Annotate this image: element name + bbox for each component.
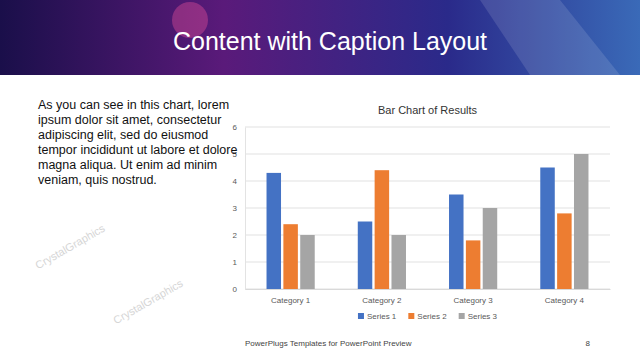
bar: [267, 173, 281, 289]
grid-line: [245, 208, 610, 209]
chart-title: Bar Chart of Results: [378, 104, 478, 116]
x-axis: Category 1 Category 2 Category 3 Category 4: [246, 289, 611, 305]
y-tick: 0: [233, 285, 245, 294]
bar-series: [283, 170, 571, 289]
legend-item: Series 1: [358, 312, 397, 321]
bar: [358, 222, 372, 290]
legend-swatch: [408, 313, 414, 319]
y-tick-label: 2: [233, 231, 238, 240]
x-tick-label: Category 3: [454, 296, 494, 305]
bar: [283, 224, 297, 289]
legend: Series 1 Series 2 Series 3: [358, 312, 498, 321]
legend-label: Series 1: [367, 312, 397, 321]
x-tick: Category 2: [362, 289, 402, 305]
bar: [483, 208, 497, 289]
y-tick-label: 0: [233, 285, 238, 294]
bar: [449, 195, 463, 290]
page-number: 8: [586, 339, 591, 348]
bar: [466, 240, 480, 289]
bar: [391, 235, 405, 289]
y-tick: 2: [233, 231, 245, 240]
y-tick-label: 1: [233, 258, 238, 267]
y-tick-label: 3: [233, 204, 238, 213]
grid-line: [245, 235, 610, 236]
bar-series: [267, 168, 555, 290]
bar: [300, 235, 314, 289]
y-tick: 1: [233, 258, 245, 267]
grid-line: [245, 262, 610, 263]
grid-line: [245, 181, 610, 182]
bars: [267, 154, 589, 289]
chart: Bar Chart of Results0123456Category 1Cat…: [233, 104, 611, 321]
grid: [245, 127, 610, 289]
y-tick: 6: [233, 123, 245, 132]
caption: As you can see in this chart, lorem ipsu…: [38, 98, 238, 188]
bar: [375, 170, 389, 289]
y-tick: 4: [233, 177, 245, 186]
bar: [574, 154, 588, 289]
header-shard: [480, 0, 620, 75]
legend-swatch: [358, 313, 364, 319]
grid-line: [245, 289, 610, 290]
legend-item: Series 3: [459, 312, 498, 321]
grid-line: [245, 127, 610, 128]
legend-item: Series 2: [408, 312, 447, 321]
slide-title: Content with Caption Layout: [173, 27, 487, 55]
y-axis-line: [245, 128, 246, 290]
y-tick-label: 6: [233, 123, 238, 132]
y-tick: 3: [233, 204, 245, 213]
x-tick-label: Category 1: [271, 296, 311, 305]
bar: [557, 213, 571, 289]
watermark: CrystalGraphics: [111, 277, 185, 327]
slide: Content with Caption Layout CrystalGraphi…: [0, 0, 640, 360]
header-band: [0, 0, 640, 75]
y-tick-label: 4: [233, 177, 238, 186]
x-tick-label: Category 2: [362, 296, 402, 305]
legend-label: Series 3: [468, 312, 498, 321]
x-tick: Category 3: [454, 289, 494, 305]
bar-series: [300, 154, 588, 289]
x-axis-line: [246, 289, 611, 290]
legend-label: Series 2: [417, 312, 447, 321]
x-tick: Category 1: [271, 289, 311, 305]
footer: PowerPlugs Templates for PowerPoint Prev…: [245, 339, 412, 348]
x-tick: Category 4: [545, 289, 585, 305]
watermark: CrystalGraphics: [33, 222, 107, 272]
bar: [540, 168, 554, 290]
x-tick-label: Category 4: [545, 296, 585, 305]
grid-line: [245, 154, 610, 155]
legend-swatch: [459, 313, 465, 319]
